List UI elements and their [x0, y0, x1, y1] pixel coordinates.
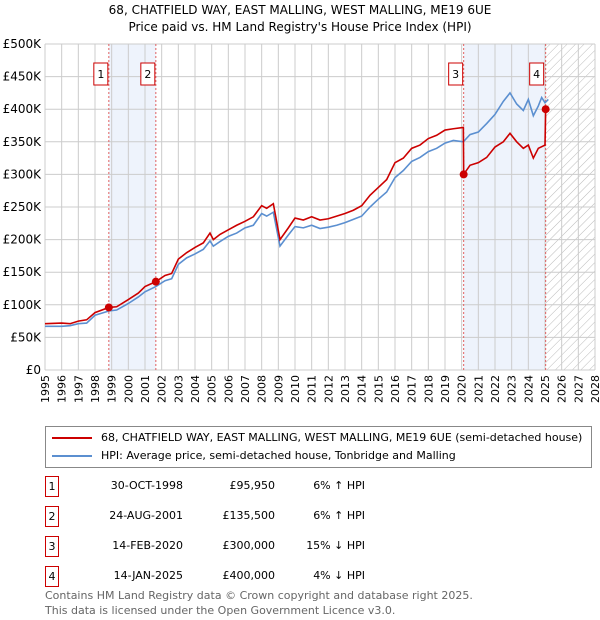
x-tick-label: 2012: [322, 375, 335, 403]
sale-point: [459, 170, 468, 179]
x-tick-label: 2019: [439, 375, 452, 403]
legend-swatch-blue: [52, 455, 92, 457]
transaction-hpi-diff: 15% ↓ HPI: [306, 539, 365, 552]
x-tick-label: 1998: [89, 375, 102, 403]
footer-licence: This data is licensed under the Open Gov…: [45, 604, 396, 617]
sale-number-box: [448, 62, 464, 86]
transaction-price: £95,950: [229, 479, 276, 492]
y-tick-label: £250K: [3, 200, 43, 214]
x-tick-label: 1997: [72, 375, 85, 403]
x-tick-label: 2027: [572, 375, 585, 403]
sale-number-box: [529, 62, 545, 86]
x-tick-label: 2021: [472, 375, 485, 403]
legend-item-hpi: HPI: Average price, semi-detached house,…: [52, 449, 456, 463]
sale-point: [151, 277, 160, 286]
x-tick-label: 2017: [406, 375, 419, 403]
x-tick-label: 2018: [422, 375, 435, 403]
hpi-line: [45, 91, 549, 328]
y-tick-label: £400K: [3, 102, 43, 116]
transaction-number-badge: 4: [45, 566, 59, 587]
sale-number-label: 1: [97, 68, 104, 81]
x-tick-label: 2014: [356, 375, 369, 403]
price-chart: 1995 1996 1997 1998 1999 2000 2001 2002 2003 2004…: [3, 37, 600, 403]
x-tick-label: 2024: [522, 375, 535, 403]
y-tick-label: £450K: [3, 70, 43, 84]
x-tick-label: 2015: [372, 375, 385, 403]
y-tick-label: £0: [26, 363, 41, 377]
legend-label: HPI: Average price, semi-detached house,…: [101, 449, 456, 462]
chart-title: 68, CHATFIELD WAY, EAST MALLING, WEST MA…: [108, 3, 492, 17]
x-tick-label: 2009: [272, 375, 285, 403]
footer-copyright: Contains HM Land Registry data © Crown c…: [45, 589, 473, 602]
y-tick-label: £300K: [3, 167, 43, 181]
x-tick-label: 2016: [389, 375, 402, 403]
x-tick-label: 1995: [39, 375, 52, 403]
x-tick-label: 2026: [556, 375, 569, 403]
transaction-row: 2 24-AUG-2001 £135,500 6% ↑ HPI: [45, 506, 445, 527]
y-tick-label: £350K: [3, 135, 43, 149]
transaction-price: £135,500: [222, 509, 276, 522]
transaction-number-badge: 3: [45, 536, 59, 557]
x-tick-label: 2010: [289, 375, 302, 403]
x-tick-label: 2007: [239, 375, 252, 403]
y-tick-label: £50K: [10, 330, 42, 344]
legend-item-property: 68, CHATFIELD WAY, EAST MALLING, WEST MA…: [52, 431, 582, 445]
y-tick-label: £500K: [3, 37, 43, 51]
x-tick-label: 2000: [122, 375, 135, 403]
transaction-hpi-diff: 6% ↑ HPI: [313, 479, 365, 492]
sale-point: [541, 105, 550, 114]
sale-point: [104, 303, 113, 312]
transaction-date: 14-JAN-2025: [113, 569, 183, 582]
legend-label: 68, CHATFIELD WAY, EAST MALLING, WEST MA…: [101, 431, 583, 444]
x-tick-label: 1999: [106, 375, 119, 403]
transaction-number-badge: 2: [45, 506, 59, 527]
y-tick-label: £200K: [3, 233, 43, 247]
footer: Contains HM Land Registry data © Crown c…: [45, 588, 473, 618]
x-tick-label: 2011: [306, 375, 319, 403]
sale-number-label: 4: [533, 68, 540, 81]
x-tick-label: 2004: [189, 375, 202, 403]
x-tick-label: 2023: [506, 375, 519, 403]
x-tick-label: 2006: [222, 375, 235, 403]
x-tick-label: 2013: [339, 375, 352, 403]
sale-number-box: [93, 62, 109, 86]
sale-number-label: 2: [144, 68, 151, 81]
transaction-price: £300,000: [222, 539, 276, 552]
chart-subtitle: Price paid vs. HM Land Registry's House …: [128, 20, 472, 34]
transaction-number-badge: 1: [45, 476, 59, 497]
transaction-hpi-diff: 4% ↓ HPI: [313, 569, 365, 582]
x-tick-label: 2005: [206, 375, 219, 403]
y-tick-label: £100K: [3, 298, 43, 312]
x-tick-label: 2028: [589, 375, 600, 403]
x-tick-label: 2025: [539, 375, 552, 403]
x-tick-label: 1996: [56, 375, 69, 403]
sale-number-label: 3: [452, 68, 459, 81]
x-tick-label: 2003: [172, 375, 185, 403]
sale-number-box: [140, 62, 156, 86]
transaction-row: 1 30-OCT-1998 £95,950 6% ↑ HPI: [45, 476, 445, 497]
legend-swatch-red: [52, 437, 92, 439]
transaction-date: 24-AUG-2001: [109, 509, 183, 522]
x-tick-label: 2008: [256, 375, 269, 403]
legend: 68, CHATFIELD WAY, EAST MALLING, WEST MA…: [45, 426, 592, 468]
x-tick-label: 2020: [456, 375, 469, 403]
transaction-row: 4 14-JAN-2025 £400,000 4% ↓ HPI: [45, 566, 445, 587]
transaction-price: £400,000: [222, 569, 276, 582]
x-tick-label: 2001: [139, 375, 152, 403]
x-tick-label: 2022: [489, 375, 502, 403]
transaction-date: 30-OCT-1998: [110, 479, 183, 492]
transaction-hpi-diff: 6% ↑ HPI: [313, 509, 365, 522]
y-tick-label: £150K: [3, 265, 43, 279]
transaction-date: 14-FEB-2020: [112, 539, 183, 552]
transaction-row: 3 14-FEB-2020 £300,000 15% ↓ HPI: [45, 536, 445, 557]
x-tick-label: 2002: [156, 375, 169, 403]
